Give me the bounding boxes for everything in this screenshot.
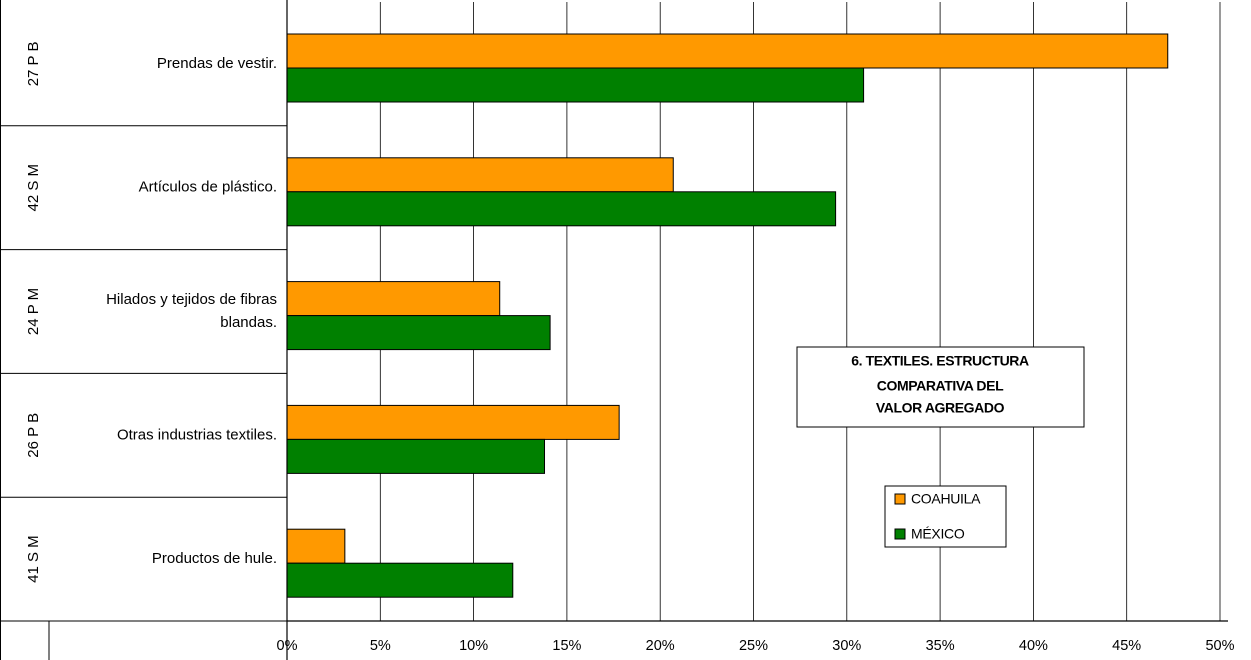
x-tick-label: 35% bbox=[926, 638, 955, 654]
title-line-3: VALOR AGREGADO bbox=[876, 400, 1005, 416]
legend-swatch-coahuila bbox=[894, 493, 906, 505]
legend-label-coahuila: COAHUILA bbox=[911, 491, 981, 507]
category-label: Artículos de plástico. bbox=[139, 179, 277, 196]
bar-coahuila-2 bbox=[286, 281, 501, 317]
bar-coahuila-0 bbox=[286, 33, 1169, 69]
legend-label-mexico: MÉXICO bbox=[911, 526, 965, 542]
group-label: 41 S M bbox=[25, 535, 42, 583]
bar-coahuila-1 bbox=[286, 157, 674, 193]
chart-title-box: 6. TEXTILES. ESTRUCTURA COMPARATIVA DEL … bbox=[796, 346, 1085, 428]
x-tick-label: 15% bbox=[552, 638, 581, 654]
gridlines bbox=[379, 2, 1221, 621]
title-line-1: 6. TEXTILES. ESTRUCTURA bbox=[851, 353, 1029, 369]
x-tick-label: 25% bbox=[739, 638, 768, 654]
category-label: Otras industrias textiles. bbox=[117, 426, 277, 443]
group-label: 42 S M bbox=[25, 164, 42, 212]
group-label: 24 P M bbox=[25, 288, 42, 335]
x-tick-label: 10% bbox=[459, 638, 488, 654]
bars bbox=[286, 33, 1169, 598]
title-box-border bbox=[796, 346, 1085, 428]
bar-mxico-0 bbox=[286, 67, 865, 103]
bar-coahuila-3 bbox=[286, 404, 620, 440]
bar-mxico-2 bbox=[286, 315, 551, 351]
x-tick-label: 30% bbox=[832, 638, 861, 654]
category-label: Productos de hule. bbox=[152, 550, 277, 567]
bar-mxico-4 bbox=[286, 562, 514, 598]
category-label: Hilados y tejidos de fibras bbox=[106, 291, 277, 308]
x-tick-label: 50% bbox=[1205, 638, 1234, 654]
group-label: 27 P B bbox=[25, 42, 42, 87]
labels: 0% 5% 10% 15% 20% 25% 30% 35% 40% 45% 50% Prendas d… bbox=[25, 42, 1235, 654]
legend-swatch-mexico bbox=[894, 528, 906, 540]
group-label: 26 P B bbox=[25, 413, 42, 458]
legend: COAHUILA MÉXICO bbox=[884, 485, 1007, 548]
bar-coahuila-4 bbox=[286, 528, 346, 564]
x-tick-label: 0% bbox=[277, 638, 298, 654]
bar-mxico-1 bbox=[286, 191, 837, 227]
x-tick-label: 20% bbox=[646, 638, 675, 654]
x-tick-label: 40% bbox=[1019, 638, 1048, 654]
bar-mxico-3 bbox=[286, 438, 546, 474]
category-label: Prendas de vestir. bbox=[157, 55, 277, 72]
title-line-2: COMPARATIVA DEL bbox=[877, 378, 1004, 394]
category-label: blandas. bbox=[220, 314, 277, 331]
x-tick-label: 5% bbox=[370, 638, 391, 654]
x-tick-label: 45% bbox=[1112, 638, 1141, 654]
